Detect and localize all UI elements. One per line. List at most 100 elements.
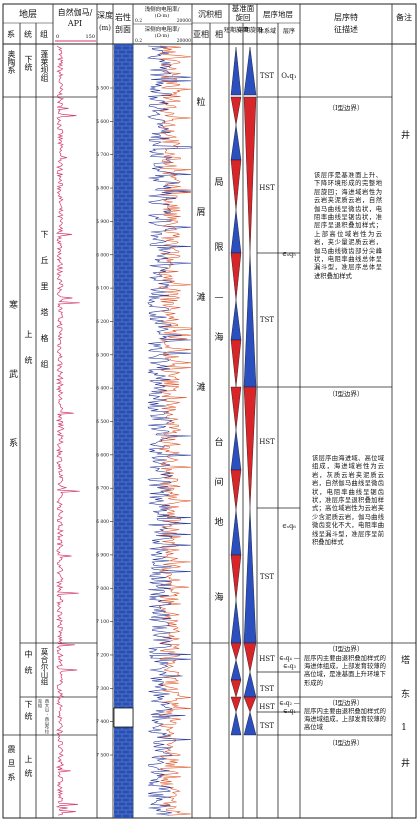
lithology-column xyxy=(114,44,133,818)
ord-lower-label: 下统 xyxy=(24,55,33,71)
depth-tick-label: 5 700 xyxy=(96,152,109,158)
header-series: 统 xyxy=(24,29,32,39)
boundary-4: （Ⅰ型边界） xyxy=(328,698,363,707)
depth-tick-label: 6 500 xyxy=(96,419,109,425)
cycle-triangle xyxy=(230,554,242,601)
sed-title: 沉积相 xyxy=(198,9,222,19)
facies-char: 限 xyxy=(214,242,223,253)
tst-2: TST xyxy=(260,573,274,581)
mid-cycle: 中期旋回 xyxy=(238,26,262,34)
facies-char: 台 xyxy=(214,436,223,448)
tst-3: TST xyxy=(260,685,274,693)
facies-char: 滩 xyxy=(196,381,205,393)
short-cycle: 短期旋回 xyxy=(224,26,248,34)
cycle-triangle xyxy=(230,96,242,126)
depth-tick-label: 6 600 xyxy=(96,452,109,458)
cycle-triangle xyxy=(243,696,257,713)
cycle-triangle xyxy=(230,469,242,511)
lith-title-2: 剖面 xyxy=(115,24,131,34)
cycle-triangle xyxy=(230,711,242,736)
cambrian-label: 寒武系 xyxy=(7,300,17,507)
gamma-curve xyxy=(55,45,80,816)
well-2-label: 塔东1井 xyxy=(399,655,409,792)
res-deep-unit: (Ω·m) xyxy=(155,32,169,39)
res-shallow-curve xyxy=(147,45,192,816)
res-shallow-unit: (Ω·m) xyxy=(155,12,169,19)
facies-char: 海 xyxy=(214,591,223,603)
depth-tick-label: 6 800 xyxy=(96,519,109,525)
subfacies: 亚相 xyxy=(193,29,209,39)
stratum-boundaries xyxy=(3,96,416,736)
depth-tick-label: 6 400 xyxy=(96,386,109,392)
cycle-triangle xyxy=(230,46,242,96)
lower-series-label: 下统 xyxy=(24,700,33,724)
strata-labels: 奥陶系 下统 蓬莱坝组 寒武系 上统 下丘里塔格组 中统 莫合尔山组 下统 西大… xyxy=(7,50,50,787)
res-shallow-title: 浅侧向电阻率/ xyxy=(145,5,180,13)
cycle-triangle xyxy=(230,124,242,161)
cycle-triangle xyxy=(243,642,257,673)
facies-char: 地 xyxy=(214,516,223,528)
well-1-label: 塔参1井 xyxy=(399,130,409,249)
res-deep-max: 20000 xyxy=(177,38,191,44)
depth-tick-label: 5 500 xyxy=(96,86,109,92)
depth-tick-label: 7 000 xyxy=(96,586,109,592)
cycle-triangle xyxy=(243,507,257,644)
facies-char: 间 xyxy=(214,476,223,488)
tst-4: TST xyxy=(260,722,274,730)
sinian-label: 震旦系 xyxy=(7,745,16,787)
description-3: 层序内主要由退积叠加样式的海进体组成，上部发育较薄的高位域，是准基面上升环境下形… xyxy=(304,655,386,687)
seq-3: ∈ₛq₄ — ∈ₛq₃ xyxy=(279,655,300,670)
cycle-triangle xyxy=(243,671,257,698)
cycle-triangle xyxy=(243,711,257,736)
depth-title: 深度 xyxy=(97,10,113,20)
seq-2: ∈ₛq₆ xyxy=(282,522,296,530)
depth-tick-label: 6 300 xyxy=(96,352,109,358)
hst-1: HST xyxy=(259,184,275,192)
gamma-unit: API xyxy=(67,19,82,28)
description-1: 该层序是基准面上升、下降环境形成的完整地层旋回；海进域岩性为云岩夹泥质云岩，自然… xyxy=(314,172,382,280)
remarks-title: 备注 xyxy=(396,12,412,22)
cycle-triangle xyxy=(230,209,242,254)
hst-4: HST xyxy=(259,703,275,711)
depth-tick-label: 7 300 xyxy=(96,686,109,692)
cycle-triangle xyxy=(230,386,242,431)
description-2: 该层序由海进域、高位域组成，海进域岩性为云岩，灰质云岩夹泥质云岩，自然伽马曲线呈… xyxy=(312,455,384,547)
header-system: 系 xyxy=(7,29,15,39)
depth-tick-label: 6 100 xyxy=(96,286,109,292)
facies-char: 屑 xyxy=(196,207,205,218)
description-4: 层序内主要由退积叠加样式的海进域组成，上部发育较薄的高位域 xyxy=(304,708,386,732)
header-strata: 地层 xyxy=(19,8,37,20)
sin-upper-label: 上统 xyxy=(24,755,33,783)
res-shallow-max: 20000 xyxy=(177,18,191,24)
upper-series-label: 上统 xyxy=(24,330,33,382)
seq-ord: Oₛq₁ xyxy=(281,72,297,80)
seq-1: ∈ₛq₅ xyxy=(282,250,296,258)
depth-tick-label: 6 700 xyxy=(96,486,109,492)
depth-unit: (m) xyxy=(99,24,111,32)
res-shallow-min: 0.2 xyxy=(135,18,142,24)
res-deep-min: 0.2 xyxy=(135,38,142,44)
cycle-triangle xyxy=(230,659,242,681)
facies-char: 粒 xyxy=(196,96,205,108)
hst-2: HST xyxy=(259,438,275,446)
boundary-1: （Ⅰ型边界） xyxy=(328,103,363,112)
cycle-triangle xyxy=(230,696,242,713)
sequence-header: 层序 xyxy=(283,27,295,35)
base-title-1: 基准面 xyxy=(232,3,255,13)
cycle-triangle xyxy=(243,46,257,96)
cycle-triangle xyxy=(230,679,242,698)
boundary-2: （Ⅰ型边界） xyxy=(328,389,363,398)
depth-tick-label: 7 200 xyxy=(96,652,109,658)
cycle-triangle xyxy=(243,252,257,388)
lith-title-1: 岩性 xyxy=(115,12,131,22)
res-deep-title: 深侧向电阻率/ xyxy=(145,25,180,33)
depth-tick-label: 7 100 xyxy=(96,619,109,625)
facies-char: 局 xyxy=(214,177,223,188)
gamma-title: 自然伽马/ xyxy=(58,7,93,17)
desc-title-2: 征描述 xyxy=(334,24,358,34)
seq-title: 层序地层 xyxy=(263,9,293,19)
xidashan-label: 西大山-西山布拉克组 xyxy=(38,699,50,734)
lithology-white-band xyxy=(113,707,134,728)
depth-tick-label: 5 800 xyxy=(96,186,109,192)
